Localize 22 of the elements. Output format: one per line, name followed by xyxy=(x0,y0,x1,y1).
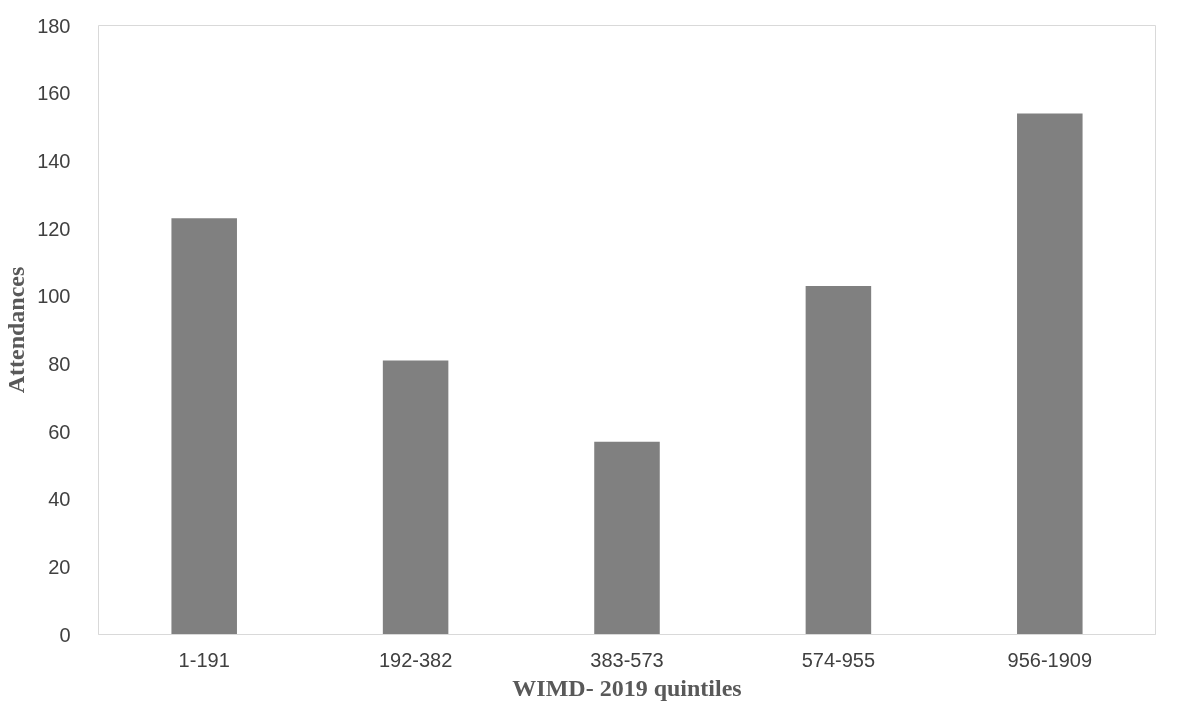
y-tick-label: 80 xyxy=(48,352,71,375)
x-tick-label: 383-573 xyxy=(590,648,664,671)
bar xyxy=(594,441,660,635)
y-tick-label: 160 xyxy=(37,82,71,105)
y-tick-label: 100 xyxy=(37,285,71,308)
y-tick-label: 60 xyxy=(48,420,71,443)
x-tick-label: 956-1909 xyxy=(1007,648,1093,671)
bar xyxy=(805,286,872,635)
y-axis-title: Attendances xyxy=(3,266,30,394)
y-tick-label: 0 xyxy=(59,623,71,646)
bar xyxy=(1017,113,1083,635)
y-tick-label: 20 xyxy=(48,555,71,578)
x-tick-label: 192-382 xyxy=(378,648,453,671)
x-tick-label: 1-191 xyxy=(178,648,230,671)
bar xyxy=(382,360,449,635)
y-tick-label: 140 xyxy=(37,149,71,172)
y-tick-label: 40 xyxy=(48,488,71,511)
x-axis-title: WIMD- 2019 quintiles xyxy=(512,674,742,701)
bar xyxy=(171,218,237,635)
y-tick-label: 180 xyxy=(37,14,71,37)
x-tick-label: 574-955 xyxy=(801,648,876,671)
y-tick-label: 120 xyxy=(37,217,71,240)
